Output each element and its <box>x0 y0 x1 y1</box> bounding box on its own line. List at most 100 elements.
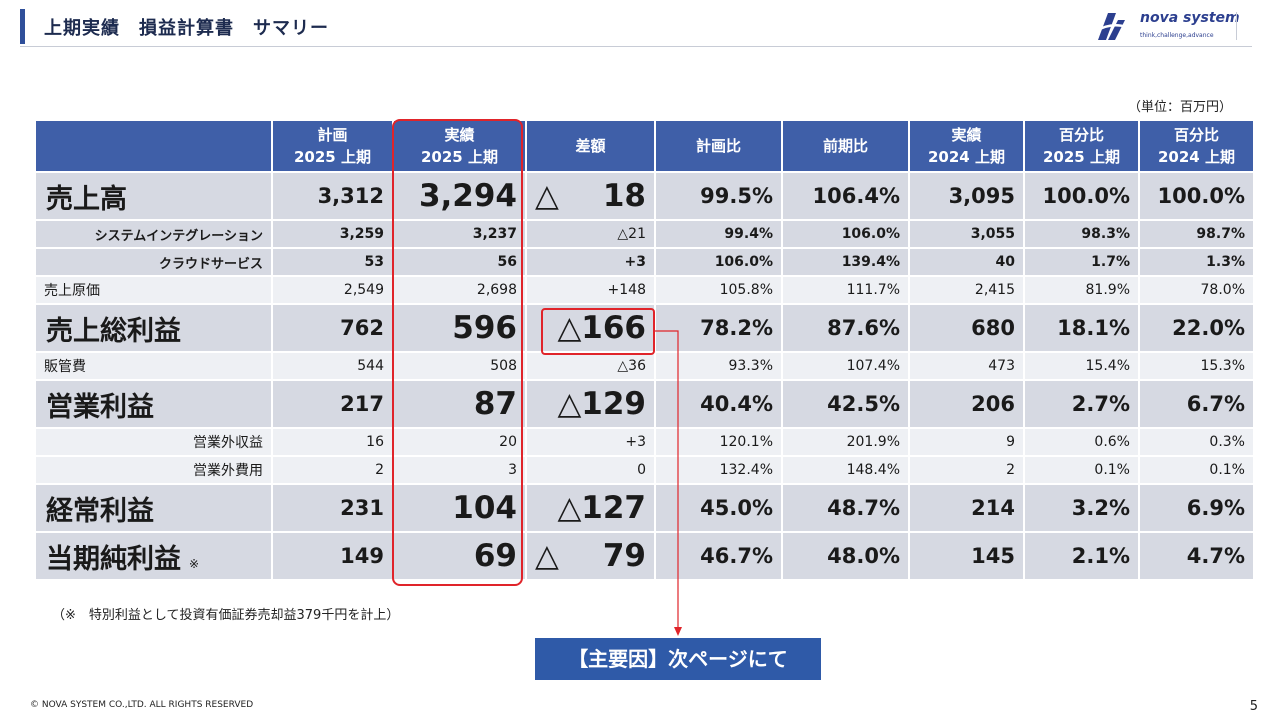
row-label: 売上総利益 <box>36 303 273 352</box>
cell-prev: 3,095 <box>909 171 1025 220</box>
cell-pct-2024: 22.0% <box>1139 303 1255 352</box>
cell-yoy: 148.4% <box>782 455 910 484</box>
title-divider <box>20 46 1252 47</box>
cell-yoy: 48.0% <box>782 531 910 579</box>
footnote: （※ 特別利益として投資有価証券売却益379千円を計上） <box>52 608 400 623</box>
cell-plan: 3,259 <box>272 219 394 248</box>
row-label: 当期純利益 ※ <box>36 531 273 579</box>
cell-plan: 16 <box>272 427 394 456</box>
cell-yoy: 201.9% <box>782 427 910 456</box>
actual-column-highlight <box>392 119 523 586</box>
cell-plan-ratio: 45.0% <box>655 483 783 532</box>
table-row-net-income: 当期純利益 ※ 149 69 △ 79 46.7% 48.0% 145 2.1% 4… <box>36 531 1255 579</box>
copyright: © NOVA SYSTEM CO.,LTD. ALL RIGHTS RESERV… <box>30 700 254 710</box>
page-title: 上期実績 損益計算書 サマリー <box>44 18 329 39</box>
cell-actual: 56 <box>393 247 527 276</box>
table-row-non-operating-expenses: 営業外費用 2 3 0 132.4% 148.4% 2 0.1% 0.1% <box>36 455 1255 484</box>
header-actual-2025: 実績 2025 上期 <box>393 121 527 172</box>
row-label: システムインテグレーション <box>36 219 273 248</box>
cell-pct-2025: 98.3% <box>1024 219 1140 248</box>
cell-diff: △21 <box>526 219 656 248</box>
cell-prev: 40 <box>909 247 1025 276</box>
row-label: クラウドサービス <box>36 247 273 276</box>
cell-pct-2025: 100.0% <box>1024 171 1140 220</box>
cell-plan-ratio: 105.8% <box>655 275 783 304</box>
cell-pct-2024: 98.7% <box>1139 219 1255 248</box>
unit-label: （単位：百万円） <box>1127 100 1232 115</box>
cell-plan: 231 <box>272 483 394 532</box>
cell-pct-2025: 2.7% <box>1024 379 1140 428</box>
cell-prev: 473 <box>909 351 1025 380</box>
cell-actual: 20 <box>393 427 527 456</box>
cell-pct-2025: 15.4% <box>1024 351 1140 380</box>
cell-pct-2025: 2.1% <box>1024 531 1140 579</box>
cell-diff: +148 <box>526 275 656 304</box>
gross-profit-diff-highlight <box>541 308 655 355</box>
cell-plan-ratio: 93.3% <box>655 351 783 380</box>
cell-diff: △166 <box>526 303 656 352</box>
cell-plan-ratio: 106.0% <box>655 247 783 276</box>
cell-diff: +3 <box>526 427 656 456</box>
cell-actual: 3,294 <box>393 171 527 220</box>
row-label: 経常利益 <box>36 483 273 532</box>
cell-plan-ratio: 40.4% <box>655 379 783 428</box>
table-header-row: 計画 2025 上期 実績 2025 上期 差額 計画比 前期比 実績 2024 上期… <box>36 121 1255 172</box>
callout-arrow-icon <box>655 330 682 636</box>
cell-plan: 2 <box>272 455 394 484</box>
cell-diff: △ 18 <box>526 171 656 220</box>
row-label: 売上高 <box>36 171 273 220</box>
cell-actual: 87 <box>393 379 527 428</box>
table-row-cost-of-sales: 売上原価 2,549 2,698 +148 105.8% 111.7% 2,41… <box>36 275 1255 304</box>
table-row-non-operating-income: 営業外収益 16 20 +3 120.1% 201.9% 9 0.6% 0.3% <box>36 427 1255 456</box>
header-difference: 差額 <box>526 121 656 172</box>
row-label: 売上原価 <box>36 275 273 304</box>
cell-plan: 2,549 <box>272 275 394 304</box>
table-row-gross-profit: 売上総利益 762 596 △166 78.2% 87.6% 680 18.1%… <box>36 303 1255 352</box>
row-label: 営業外費用 <box>36 455 273 484</box>
cell-diff: +3 <box>526 247 656 276</box>
cell-pct-2024: 1.3% <box>1139 247 1255 276</box>
row-label: 営業外収益 <box>36 427 273 456</box>
cell-plan: 149 <box>272 531 394 579</box>
cell-yoy: 42.5% <box>782 379 910 428</box>
nova-logo-icon <box>1095 13 1128 40</box>
cell-pct-2025: 0.6% <box>1024 427 1140 456</box>
cell-actual: 508 <box>393 351 527 380</box>
cell-actual: 104 <box>393 483 527 532</box>
cell-pct-2024: 15.3% <box>1139 351 1255 380</box>
cell-actual: 3 <box>393 455 527 484</box>
cell-plan: 3,312 <box>272 171 394 220</box>
cell-diff: △129 <box>526 379 656 428</box>
cell-pct-2025: 18.1% <box>1024 303 1140 352</box>
cell-pct-2025: 1.7% <box>1024 247 1140 276</box>
cell-pct-2024: 78.0% <box>1139 275 1255 304</box>
header-pct-2025: 百分比 2025 上期 <box>1024 121 1140 172</box>
cell-plan-ratio: 78.2% <box>655 303 783 352</box>
cell-plan-ratio: 99.5% <box>655 171 783 220</box>
header-actual-2024: 実績 2024 上期 <box>909 121 1025 172</box>
table-row-system-integration: システムインテグレーション 3,259 3,237 △21 99.4% 106.… <box>36 219 1255 248</box>
table-row-operating-profit: 営業利益 217 87 △129 40.4% 42.5% 206 2.7% 6.… <box>36 379 1255 428</box>
cell-yoy: 48.7% <box>782 483 910 532</box>
cell-yoy: 87.6% <box>782 303 910 352</box>
cell-actual: 2,698 <box>393 275 527 304</box>
table-row-cloud-service: クラウドサービス 53 56 +3 106.0% 139.4% 40 1.7% … <box>36 247 1255 276</box>
header-plan-2025: 計画 2025 上期 <box>272 121 394 172</box>
cell-plan-ratio: 132.4% <box>655 455 783 484</box>
cell-prev: 2,415 <box>909 275 1025 304</box>
cell-pct-2024: 4.7% <box>1139 531 1255 579</box>
cell-prev: 9 <box>909 427 1025 456</box>
cell-pct-2025: 81.9% <box>1024 275 1140 304</box>
main-factor-banner: 【主要因】次ページにて <box>535 638 821 680</box>
cell-yoy: 106.0% <box>782 219 910 248</box>
cell-pct-2025: 3.2% <box>1024 483 1140 532</box>
header-yoy-ratio: 前期比 <box>782 121 910 172</box>
cell-prev: 680 <box>909 303 1025 352</box>
cell-yoy: 139.4% <box>782 247 910 276</box>
cell-diff: △36 <box>526 351 656 380</box>
cell-plan: 217 <box>272 379 394 428</box>
cell-plan: 53 <box>272 247 394 276</box>
cell-plan-ratio: 99.4% <box>655 219 783 248</box>
cell-plan: 762 <box>272 303 394 352</box>
cell-pct-2024: 0.1% <box>1139 455 1255 484</box>
